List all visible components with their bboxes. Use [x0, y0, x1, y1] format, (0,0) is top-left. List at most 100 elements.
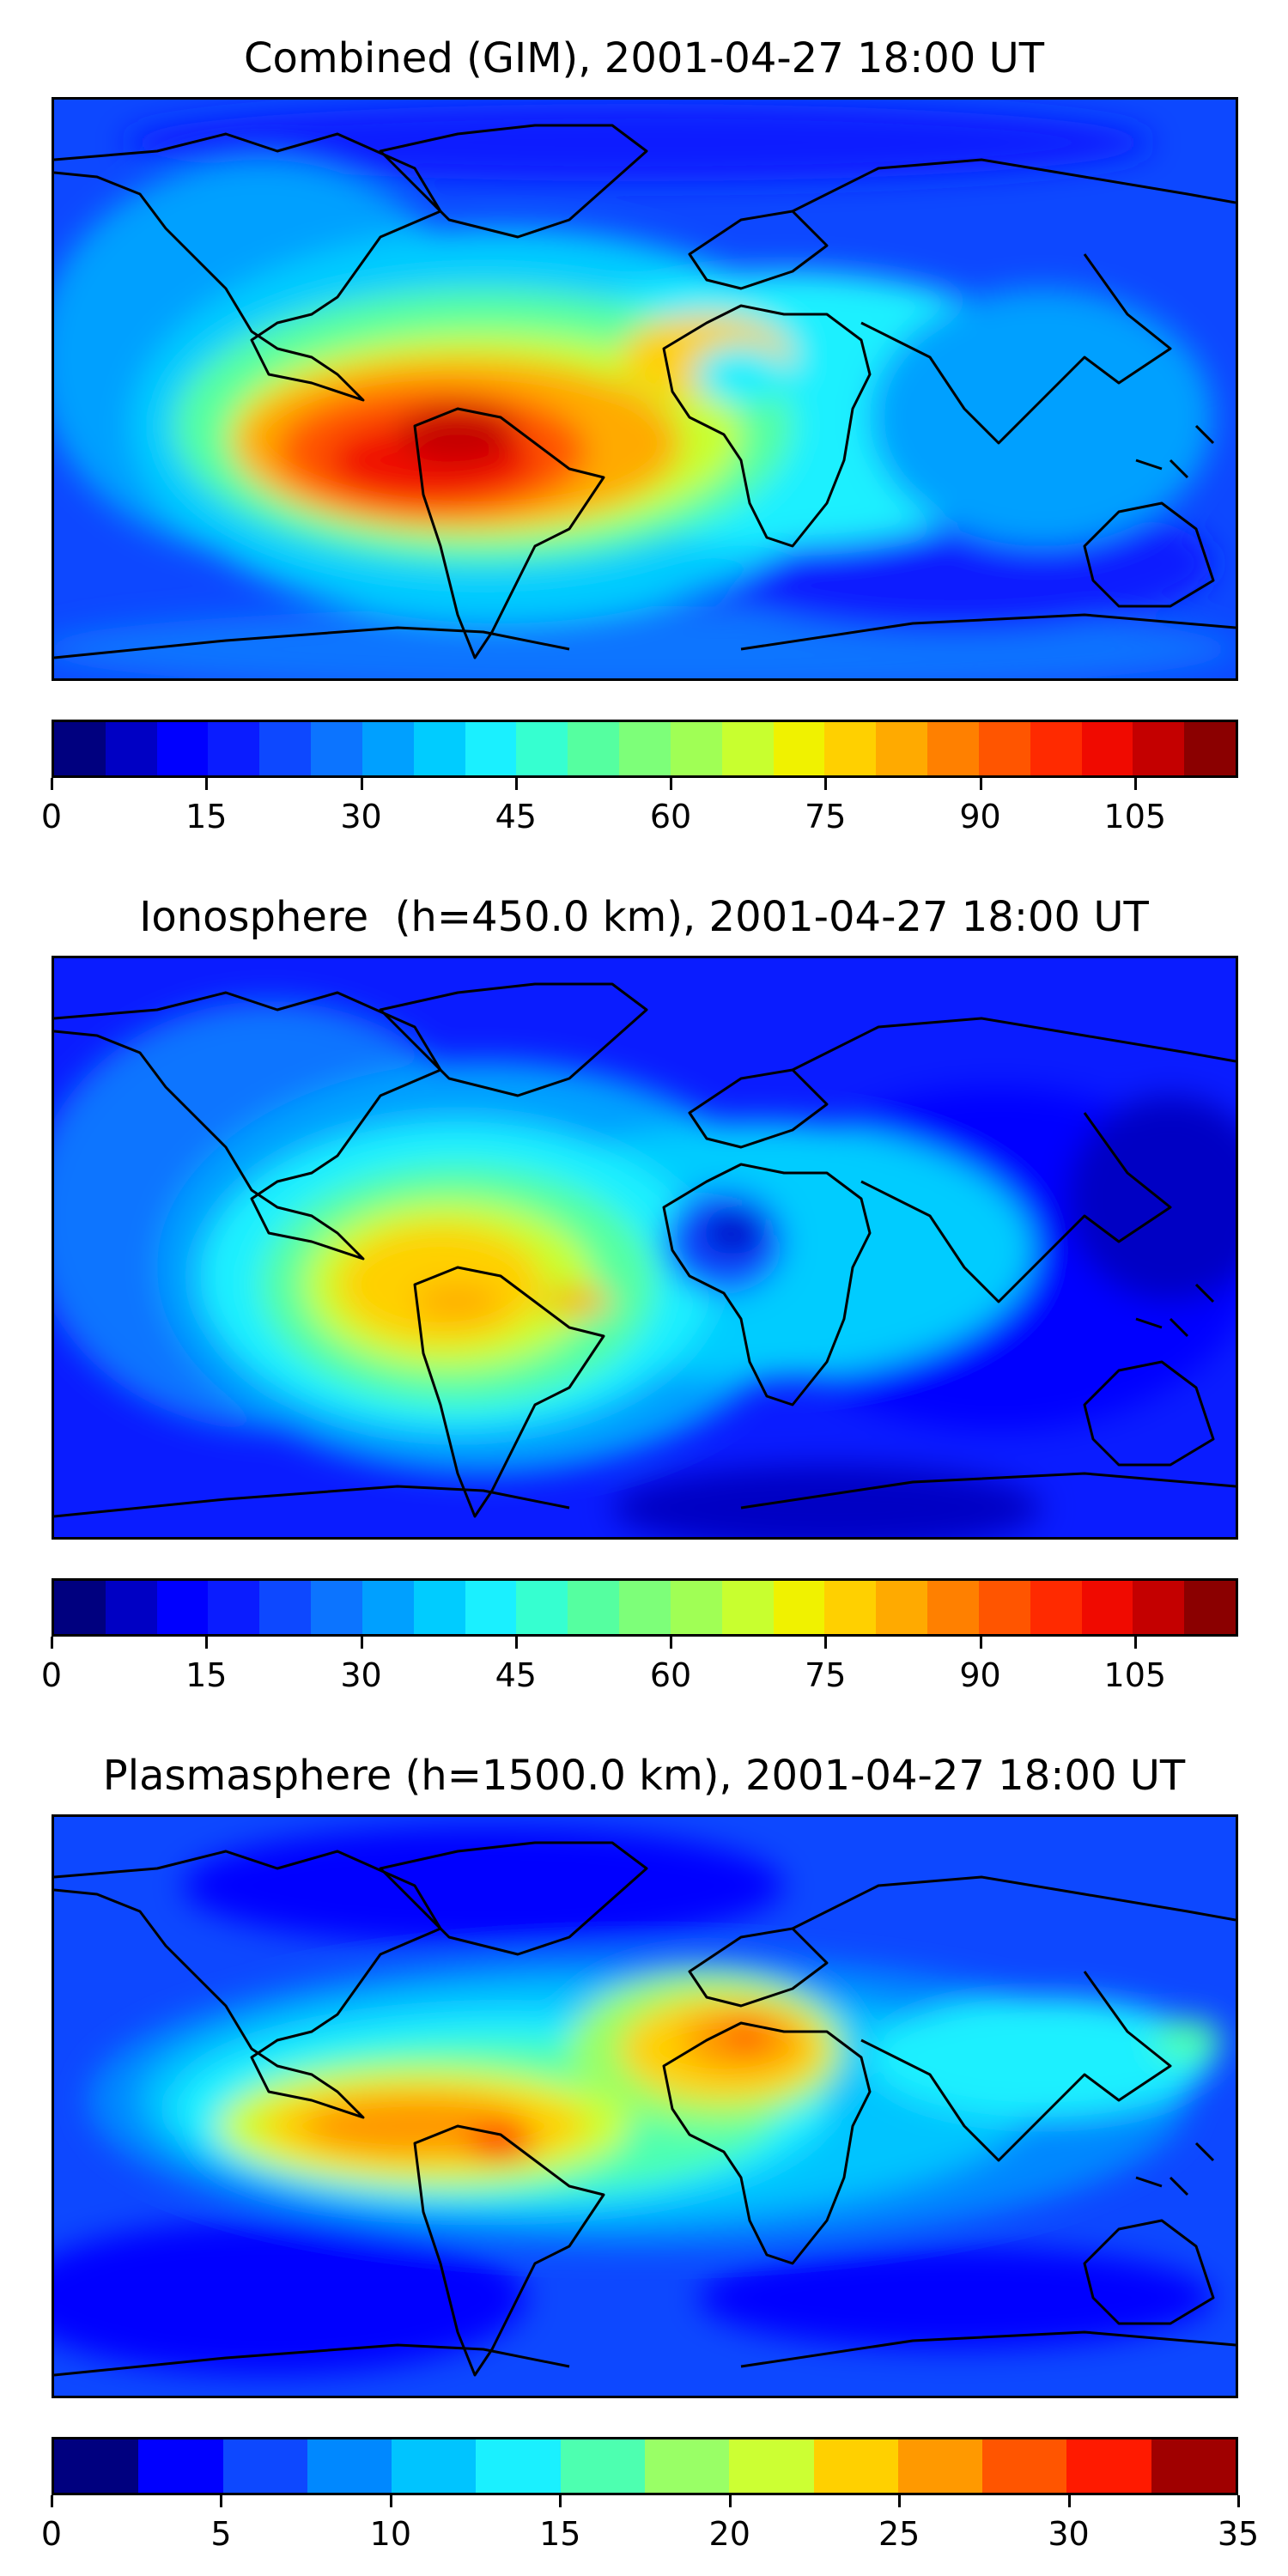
colorbar-tick-mark — [1133, 1637, 1137, 1649]
colorbar-segment — [465, 722, 517, 775]
colorbar-segment — [1081, 1581, 1133, 1634]
map-plasmasphere — [52, 1814, 1238, 2398]
colorbar-segment — [259, 722, 312, 775]
colorbar-tick-label: 75 — [805, 1656, 847, 1694]
colorbar-segment — [721, 722, 774, 775]
colorbar-tick-label: 30 — [340, 798, 382, 835]
colorbar-segment — [208, 1581, 260, 1634]
colorbar-tick-label: 30 — [1048, 2515, 1090, 2553]
colorbar-tick-mark — [979, 1637, 982, 1649]
colorbar-segment — [413, 1581, 465, 1634]
colorbar-tick-label: 90 — [959, 798, 1001, 835]
colorbar-tick-label: 25 — [878, 2515, 920, 2553]
colorbar-segment — [259, 1581, 312, 1634]
colorbar-tick-label: 60 — [649, 1656, 692, 1694]
colorbar-tick-mark — [898, 2495, 902, 2507]
colorbar-segment — [1133, 1581, 1185, 1634]
colorbar-tick-label: 60 — [649, 798, 692, 835]
colorbar-segment — [138, 2439, 223, 2493]
colorbar-segment — [208, 722, 260, 775]
colorbar-segment — [361, 722, 414, 775]
colorbar-segment — [1030, 722, 1082, 775]
colorbar-segment — [54, 722, 106, 775]
colorbar-segment — [876, 1581, 928, 1634]
colorbar-segment — [1133, 722, 1185, 775]
colorbar-tick-mark — [514, 1637, 518, 1649]
colorbar-tick-mark — [51, 1637, 53, 1649]
colorbar-tick-label: 35 — [1217, 2515, 1260, 2553]
map-ionosphere — [52, 956, 1238, 1540]
colorbar-segment — [927, 1581, 979, 1634]
colorbar-tick-mark — [824, 1637, 828, 1649]
tec-heatmap-ionosphere — [54, 958, 1236, 1537]
coastlines — [54, 124, 1236, 659]
colorbar-segment — [824, 1581, 877, 1634]
colorbar-tick-mark — [360, 1637, 363, 1649]
colorbar-tick-mark — [1133, 778, 1137, 790]
colorbar-tick-mark — [51, 2495, 53, 2507]
colorbar-segment — [1030, 1581, 1082, 1634]
colorbar-segment — [476, 2439, 561, 2493]
tec-heatmap-combined — [54, 100, 1236, 678]
colorbar-segment — [1184, 1581, 1236, 1634]
colorbar-tick-label: 75 — [805, 798, 847, 835]
colorbar-segment — [465, 1581, 517, 1634]
colorbar-tick-label: 15 — [185, 798, 228, 835]
chart-title-plasmasphere: Plasmasphere (h=1500.0 km), 2001-04-27 1… — [102, 1752, 1186, 1800]
colorbar-tick-label: 15 — [185, 1656, 228, 1694]
colorbar-tick-label: 15 — [539, 2515, 581, 2553]
colorbar-tick-label: 45 — [495, 798, 537, 835]
colorbar-tick-label: 105 — [1103, 798, 1167, 835]
colorbar-tick-mark — [670, 778, 673, 790]
colorbar-tick-mark — [559, 2495, 562, 2507]
colorbar-segment — [560, 2439, 645, 2493]
colorbar-segment — [927, 722, 979, 775]
colorbar-segment — [568, 722, 620, 775]
colorbar-segment — [876, 722, 928, 775]
colorbar-tick-mark — [1237, 2495, 1240, 2507]
colorbar-tick-mark — [51, 778, 53, 790]
colorbar-tick-mark — [220, 2495, 223, 2507]
colorbar-tick-label: 10 — [369, 2515, 412, 2553]
colorbar-segment — [773, 1581, 825, 1634]
colorbar-segment — [729, 2439, 814, 2493]
colorbar-tick-mark — [514, 778, 518, 790]
colorbar-segment — [897, 2439, 983, 2493]
colorbar-ticks-ionosphere: 0 15 30 45 60 75 90 105 — [41, 1637, 1238, 1697]
colorbar-segment — [568, 1581, 620, 1634]
colorbar-ionosphere — [52, 1578, 1238, 1637]
colorbar-segment — [105, 722, 157, 775]
colorbar-segment — [644, 2439, 730, 2493]
coastlines — [54, 1841, 1236, 2377]
colorbar-segment — [1066, 2439, 1151, 2493]
colorbar-segment — [311, 722, 362, 775]
colorbar-segment — [721, 1581, 774, 1634]
colorbar-segment — [1151, 2439, 1236, 2493]
coastlines — [54, 982, 1236, 1518]
colorbar-segment — [978, 1581, 1030, 1634]
colorbar-tick-label: 45 — [495, 1656, 537, 1694]
colorbar-tick-mark — [728, 2495, 732, 2507]
colorbar-segment — [516, 1581, 568, 1634]
colorbar-segment — [982, 2439, 1067, 2493]
colorbar-tick-mark — [360, 778, 363, 790]
colorbar-ticks-plasmasphere: 0 5 10 15 20 25 30 35 — [41, 2495, 1259, 2555]
colorbar-segment — [156, 722, 209, 775]
colorbar-segment — [824, 722, 877, 775]
colorbar-segment — [773, 722, 825, 775]
colorbar-segment — [361, 1581, 414, 1634]
colorbar-segment — [413, 722, 465, 775]
colorbar-tick-mark — [979, 778, 982, 790]
colorbar-tick-mark — [670, 1637, 673, 1649]
colorbar-segment — [813, 2439, 898, 2493]
colorbar-tick-label: 0 — [40, 2515, 63, 2553]
colorbar-tick-mark — [389, 2495, 392, 2507]
colorbar-segment — [670, 1581, 722, 1634]
colorbar-tick-label: 20 — [708, 2515, 750, 2553]
map-combined — [52, 97, 1238, 681]
colorbar-tick-label: 0 — [40, 798, 63, 835]
colorbar-ticks-combined: 0 15 30 45 60 75 90 105 — [41, 778, 1238, 838]
colorbar-segment — [54, 1581, 106, 1634]
colorbar-segment — [54, 2439, 139, 2493]
colorbar-segment — [307, 2439, 392, 2493]
